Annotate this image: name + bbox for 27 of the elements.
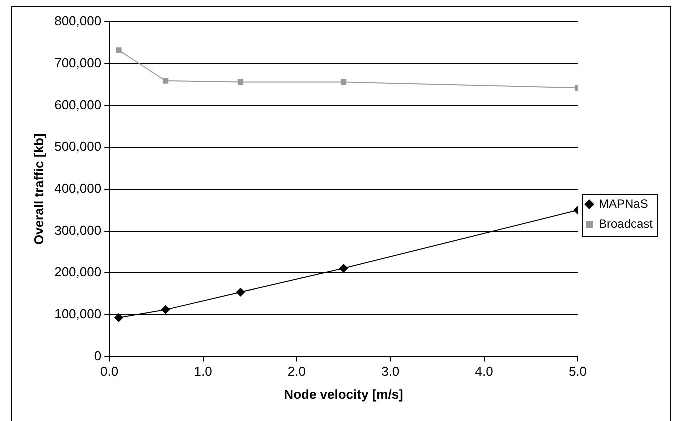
y-axis-title: Overall traffic [kb] [31, 134, 46, 246]
point [340, 79, 347, 86]
legend-label: MAPNaS [598, 196, 648, 211]
x-tick-label: 3.0 [382, 364, 400, 380]
y-tick-label: 0 [94, 348, 102, 364]
point [236, 288, 246, 297]
point [116, 48, 122, 54]
point [161, 305, 170, 314]
point [114, 313, 124, 322]
y-tick-label: 800,000 [54, 14, 102, 29]
y-tick-label: 400,000 [54, 180, 102, 196]
y-tick-label: 700,000 [54, 55, 102, 70]
x-tick-label: 2.0 [288, 364, 306, 380]
y-tick-label: 100,000 [54, 306, 102, 322]
legend-label: Broadcast [598, 216, 654, 231]
y-tick-label: 200,000 [54, 264, 102, 280]
y-tick-label: 300,000 [54, 222, 102, 238]
point [339, 264, 348, 273]
x-tick-label: 0.0 [100, 364, 119, 380]
x-tick-label: 5.0 [568, 364, 588, 380]
y-tick-label: 600,000 [54, 97, 102, 112]
x-tick-label: 4.0 [475, 364, 494, 380]
point [162, 78, 169, 84]
x-tick-label: 1.0 [194, 364, 212, 380]
y-tick-label: 500,000 [54, 139, 102, 154]
x-axis-title: Node velocity [m/s] [284, 386, 404, 402]
point [238, 79, 244, 86]
